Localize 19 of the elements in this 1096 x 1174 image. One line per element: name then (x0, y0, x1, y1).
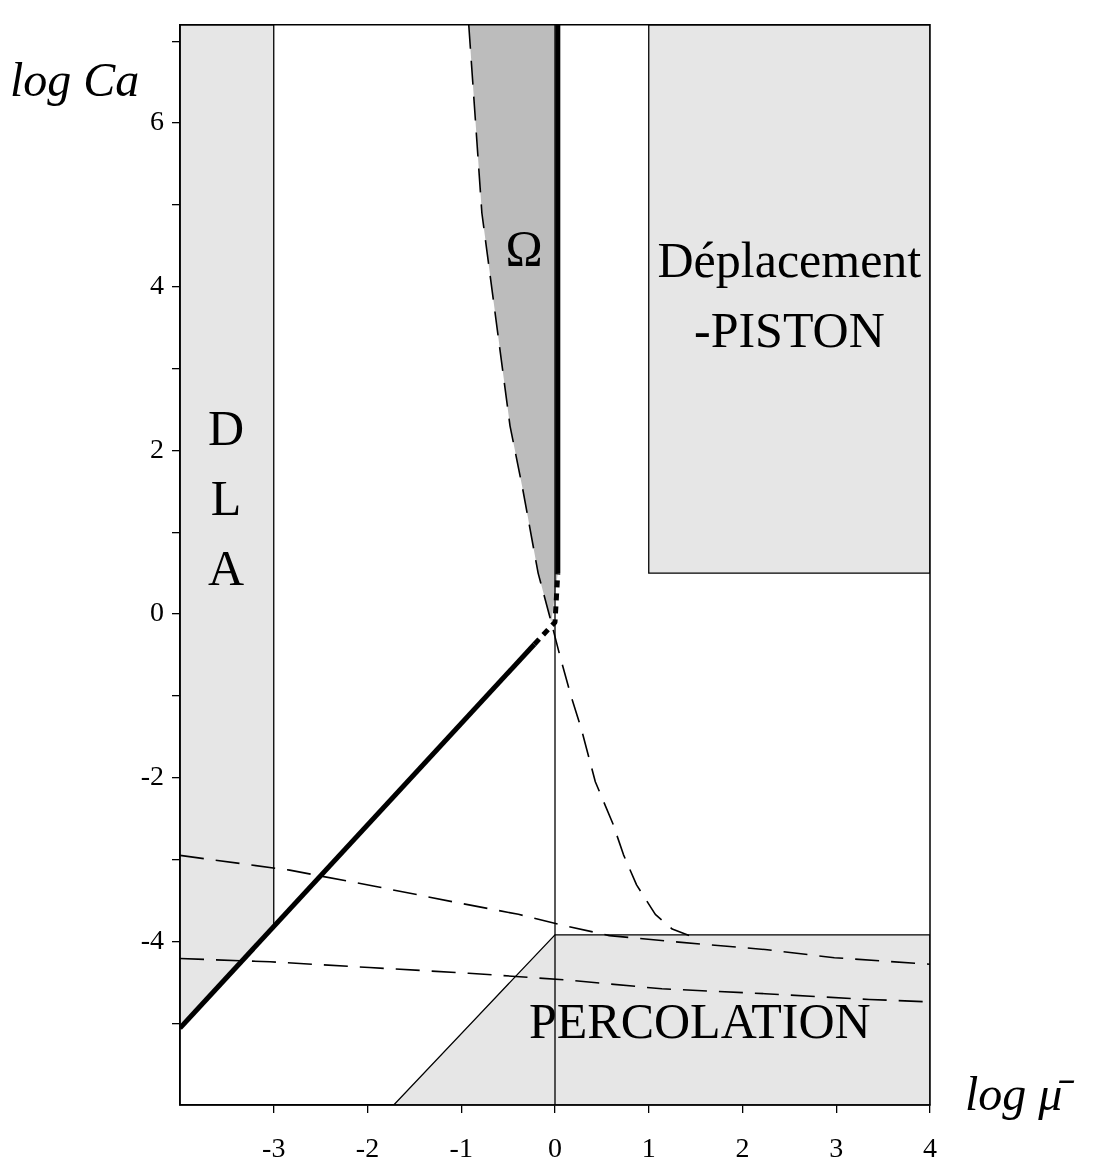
annotation: Ω (505, 220, 543, 277)
annotation: Déplacement -PISTON (657, 232, 922, 359)
x-tick-label: 2 (735, 1132, 750, 1164)
y-tick-label: -2 (140, 760, 164, 792)
y-tick-label: 6 (150, 105, 164, 137)
x-tick-label: -2 (355, 1132, 380, 1164)
y-tick-label: 2 (150, 432, 164, 464)
y-axis-title: log Ca (10, 52, 140, 106)
x-tick-label: -1 (449, 1132, 473, 1164)
y-tick-label: 0 (150, 596, 164, 628)
x-tick-label: 0 (548, 1132, 562, 1164)
x-tick-label: 1 (641, 1132, 656, 1164)
x-tick-label: -3 (262, 1132, 286, 1164)
x-axis-title: log μ̄ (965, 1067, 1075, 1120)
x-tick-label: 3 (829, 1132, 844, 1164)
y-tick-label: 4 (150, 269, 164, 301)
annotation: D L A (207, 399, 245, 596)
y-tick-label: -4 (140, 923, 164, 955)
x-tick-label: 4 (923, 1132, 937, 1164)
